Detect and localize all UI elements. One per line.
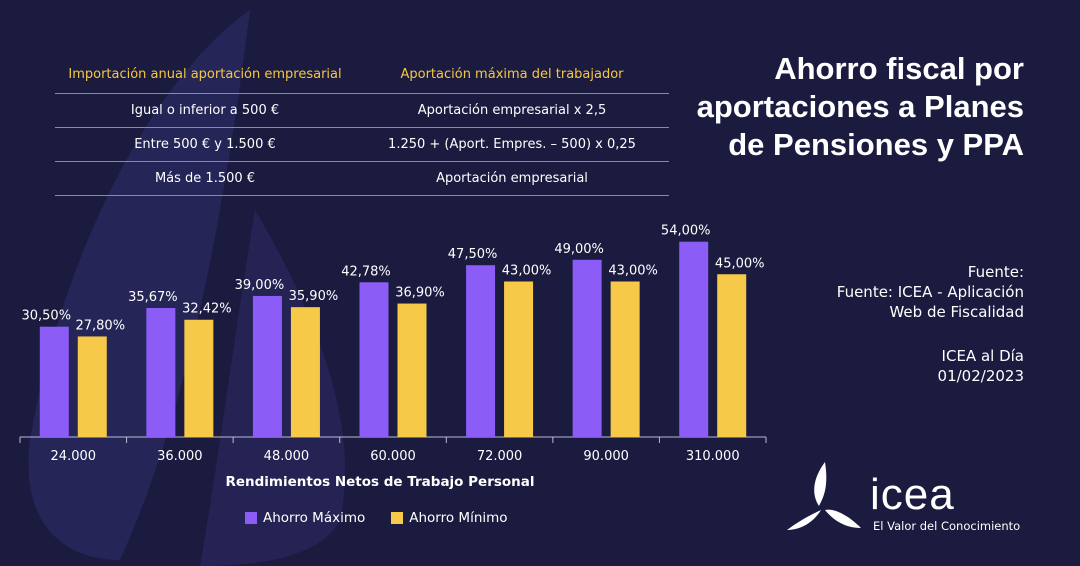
bar-ahorro-maximo — [679, 241, 709, 437]
data-label: 35,90% — [289, 289, 339, 304]
source-line-1: Fuente: ICEA - Aplicación — [836, 283, 1024, 301]
data-label: 42,78% — [341, 264, 391, 279]
table-cell: Igual o inferior a 500 € — [130, 103, 280, 118]
bar-ahorro-maximo — [146, 307, 176, 437]
icea-logo-icon — [787, 462, 861, 530]
bar-ahorro-minimo — [717, 274, 747, 437]
source-note: Fuente: Fuente: ICEA - Aplicación Web de… — [724, 262, 1024, 322]
table-cell: 1.250 + (Aport. Empres. – 500) x 0,25 — [388, 137, 636, 152]
data-label: 39,00% — [235, 278, 285, 293]
table-row: Igual o inferior a 500 € Aportación empr… — [55, 94, 669, 128]
bar-ahorro-minimo — [610, 281, 640, 437]
table-header-employer: Importación anual aportación empresarial — [68, 66, 342, 82]
bar-ahorro-minimo — [397, 303, 427, 437]
data-label: 36,90% — [395, 286, 445, 301]
data-label: 45,00% — [715, 256, 765, 271]
bar-ahorro-minimo — [184, 319, 214, 437]
data-label: 49,00% — [554, 242, 604, 257]
logo-wordmark: icea — [870, 470, 955, 519]
source-line-2: Web de Fiscalidad — [889, 303, 1024, 321]
table-cell: Aportación empresarial — [436, 171, 588, 186]
data-label: 27,80% — [75, 318, 125, 333]
legend-item-max: Ahorro Máximo — [245, 510, 365, 526]
table-cell: Aportación empresarial x 2,5 — [417, 103, 607, 118]
table-cell: Entre 500 € y 1.500 € — [134, 137, 276, 152]
x-tick-label: 36.000 — [157, 449, 203, 464]
page-title: Ahorro fiscal por aportaciones a Planes … — [696, 51, 1024, 162]
table-header-row: Importación anual aportación empresarial… — [55, 55, 669, 94]
data-label: 35,67% — [128, 290, 178, 305]
bar-ahorro-maximo — [359, 282, 389, 437]
legend-swatch-max — [245, 512, 257, 524]
bar-ahorro-maximo — [466, 265, 496, 437]
contribution-rules-table: Importación anual aportación empresarial… — [55, 55, 669, 196]
bar-ahorro-minimo — [77, 336, 107, 437]
table-cell: Más de 1.500 € — [154, 171, 256, 186]
table-row: Entre 500 € y 1.500 € 1.250 + (Aport. Em… — [55, 128, 669, 162]
publication-info: ICEA al Día 01/02/2023 — [724, 346, 1024, 386]
bar-ahorro-minimo — [290, 307, 320, 437]
x-tick-label: 90.000 — [583, 449, 629, 464]
data-label: 32,42% — [182, 302, 232, 317]
bar-ahorro-maximo — [252, 295, 282, 437]
x-tick-label: 72.000 — [477, 449, 523, 464]
source-label: Fuente: — [967, 263, 1024, 281]
legend-label-min: Ahorro Mínimo — [409, 510, 508, 526]
x-tick-label: 60.000 — [370, 449, 416, 464]
table-header-worker: Aportación máxima del trabajador — [400, 66, 624, 82]
x-tick-label: 24.000 — [51, 449, 97, 464]
table-row: Más de 1.500 € Aportación empresarial — [55, 162, 669, 196]
data-label: 54,00% — [661, 224, 711, 239]
data-label: 30,50% — [21, 309, 71, 324]
legend-item-min: Ahorro Mínimo — [391, 510, 508, 526]
bar-ahorro-maximo — [572, 259, 602, 437]
data-label: 43,00% — [502, 263, 552, 278]
bar-ahorro-maximo — [39, 326, 69, 437]
legend-label-max: Ahorro Máximo — [263, 510, 366, 526]
x-tick-label: 48.000 — [264, 449, 310, 464]
data-label: 47,50% — [448, 247, 498, 262]
logo-tagline: El Valor del Conocimiento — [873, 519, 1021, 533]
publication-name: ICEA al Día — [941, 347, 1024, 365]
bar-ahorro-minimo — [504, 281, 534, 437]
data-label: 43,00% — [608, 263, 658, 278]
x-axis-title: Rendimientos Netos de Trabajo Personal — [225, 474, 535, 490]
legend-swatch-min — [391, 512, 404, 524]
publication-date: 01/02/2023 — [937, 367, 1024, 385]
chart-legend: Ahorro Máximo Ahorro Mínimo — [245, 510, 508, 526]
x-tick-label: 310.000 — [686, 449, 740, 464]
